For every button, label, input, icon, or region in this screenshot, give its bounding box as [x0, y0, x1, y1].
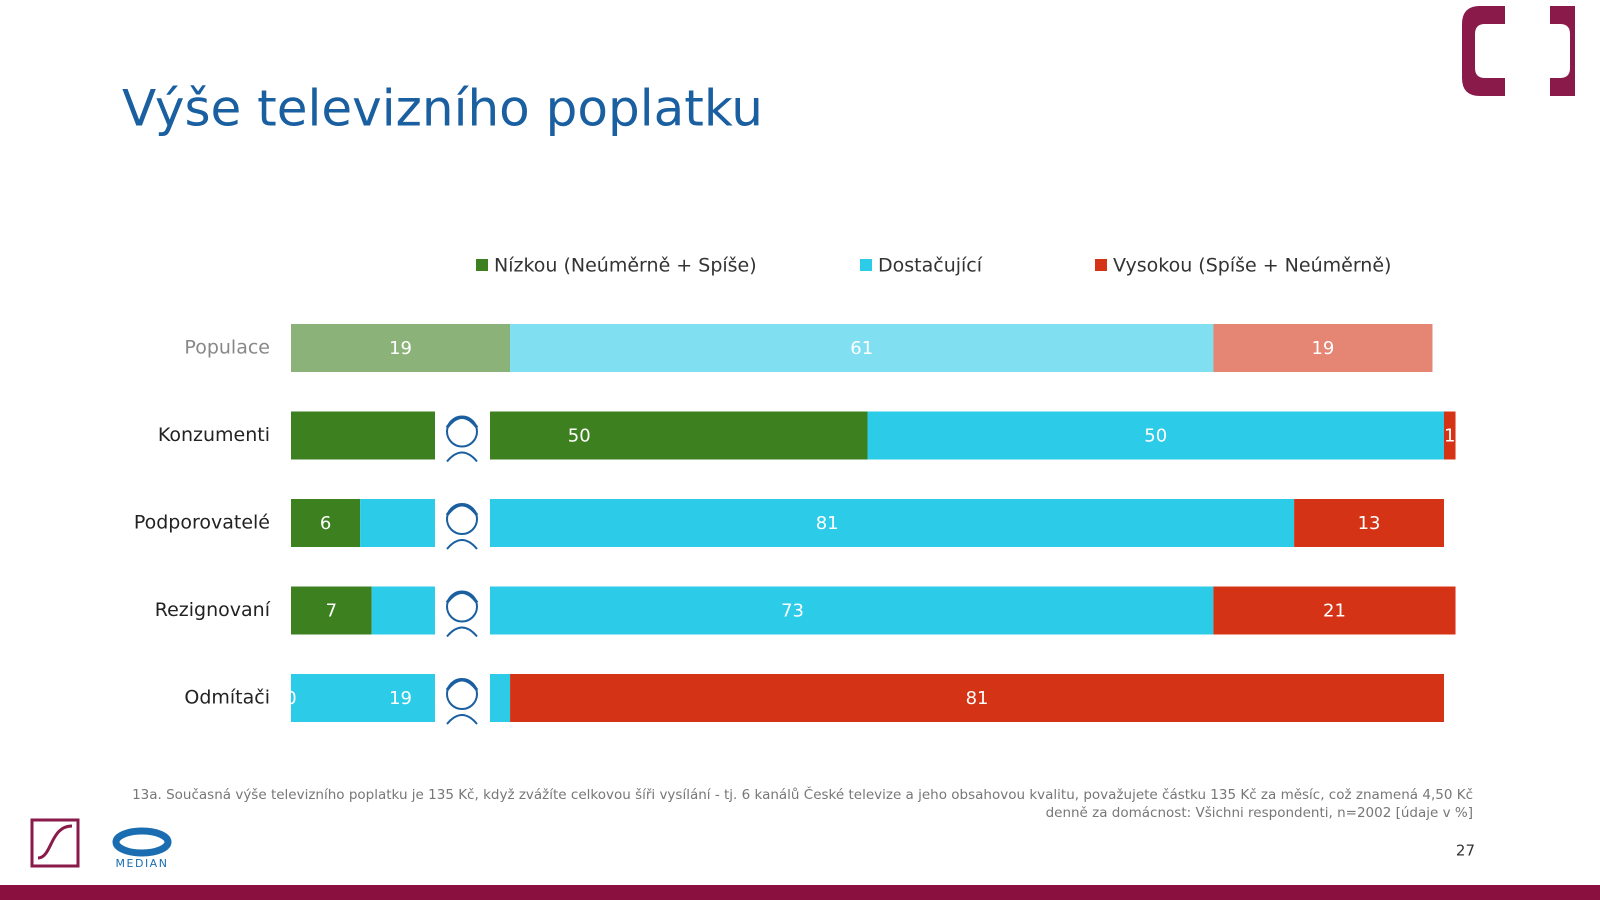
value-label: 7 [326, 601, 337, 622]
legend-swatch [1095, 259, 1107, 271]
bar-segment [291, 324, 511, 372]
legend-swatch [860, 259, 872, 271]
bar-segment [1294, 499, 1444, 547]
value-label: 19 [1311, 338, 1334, 359]
brand: MEDIAN [116, 857, 169, 870]
value-label: 50 [1144, 426, 1167, 447]
value-label: 6 [320, 513, 331, 534]
bar-segment [1213, 586, 1456, 635]
bar-segment [360, 499, 1295, 547]
legend-label: Vysokou (Spíše + Neúměrně) [1113, 255, 1391, 277]
bar-segment [867, 411, 1444, 460]
category-label: Podporovatelé [134, 512, 270, 534]
persona-icon [445, 503, 479, 550]
bar-segment [371, 586, 1214, 635]
icon-body [446, 714, 478, 725]
value-label: 19 [389, 338, 412, 359]
category-label: Populace [184, 337, 270, 359]
bar-segment [510, 324, 1214, 372]
category-label: Konzumenti [158, 424, 270, 446]
ct-logo [1462, 6, 1575, 96]
value-label: 21 [1323, 601, 1346, 622]
bar-segment [1213, 324, 1433, 372]
page-number: 27 [1456, 842, 1475, 860]
left-logo [30, 818, 80, 868]
legend-label: Dostačující [878, 255, 983, 277]
footnote: 13a. Současná výše televizního poplatku … [132, 787, 1473, 821]
icon-hair [445, 416, 479, 429]
value-label: 19 [389, 688, 412, 709]
value-label: 81 [966, 688, 989, 709]
persona-icon [445, 678, 479, 725]
legend-swatch [476, 259, 488, 271]
bar-segment [510, 674, 1444, 722]
icon-body [446, 539, 478, 550]
category-label: Odmítači [184, 687, 270, 709]
legend-label: Nízkou (Neúměrně + Spíše) [494, 255, 757, 277]
icon-hair [445, 503, 479, 516]
value-label: 1 [1444, 426, 1455, 447]
value-label: 0 [285, 688, 296, 709]
bar-segment [1444, 411, 1456, 460]
category-label: Rezignovaní [155, 599, 271, 621]
value-label: 81 [816, 513, 839, 534]
value-label: 50 [568, 426, 591, 447]
icon-hair [445, 591, 479, 604]
bottom-band [0, 885, 1600, 900]
bar-segment [291, 499, 361, 547]
persona-icon [445, 590, 479, 638]
chart-title: Výše televizního poplatku [122, 80, 763, 138]
persona-icon [445, 415, 479, 463]
median-logo [112, 827, 172, 857]
icon-body [446, 626, 478, 638]
icon-body [446, 451, 478, 463]
value-label: 61 [850, 338, 873, 359]
value-label: 13 [1358, 513, 1381, 534]
bar-segment [291, 586, 372, 635]
value-label: 73 [781, 601, 804, 622]
icon-hair [445, 678, 479, 691]
bar-segment [291, 411, 868, 460]
